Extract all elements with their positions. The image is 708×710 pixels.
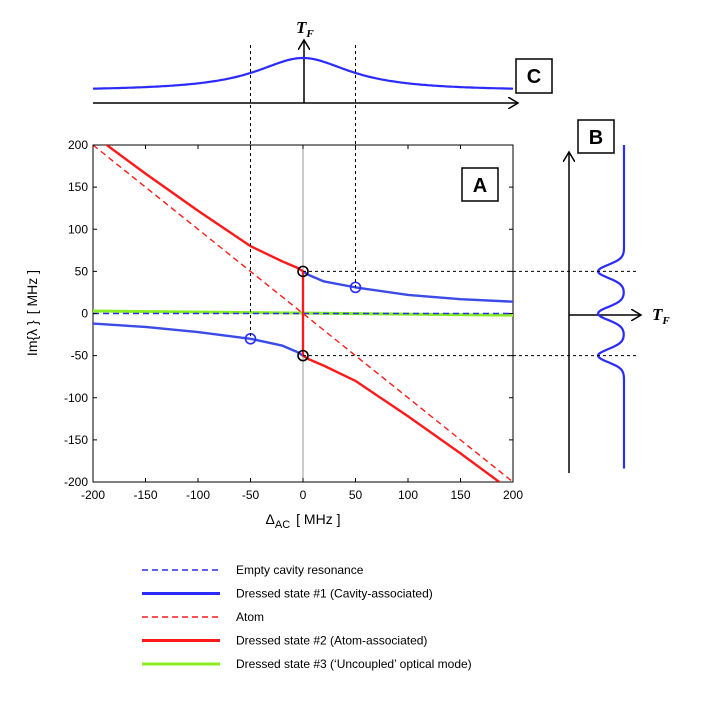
y-ticks: 200 150 100 50 0 -50 -100 -150 -200 [64,138,513,489]
state-marker [349,281,362,294]
panel-c-box [515,58,553,94]
guide-lines [250,45,637,357]
y-tick-label: 200 [68,138,88,152]
y-tick-label: 50 [75,264,89,278]
y-tick-label: 150 [68,180,88,194]
y-tick-label: 0 [81,307,88,321]
x-tick-label: 200 [503,488,523,502]
y-tick-label: -100 [64,391,88,405]
legend-label: Empty cavity resonance [236,563,364,577]
x-tick-label: 0 [300,488,307,502]
x-tick-label: 50 [349,488,363,502]
y-tick-label: 100 [68,222,88,236]
legend-label: Atom [236,610,264,624]
avoided-crossing-marker [297,349,309,362]
series-dressed-state-1-cavity-associated-branch-1 [93,322,304,357]
plot-lines [93,145,513,482]
y-tick-label: -200 [64,475,88,489]
panel-c-label: C [527,66,541,88]
x-tick-label: -200 [81,488,105,502]
x-ticks: -200 -150 -100 -50 0 50 100 150 200 [81,145,523,502]
panel-a-label: A [473,175,487,197]
panel-c-transmission-curve [92,56,514,90]
panel-b-tf-label: TF [652,305,670,327]
panel-c-tf-label: TF [296,18,314,40]
series-dressed-state-2-atom-associated-branch-1 [104,145,304,273]
x-tick-label: 100 [398,488,418,502]
x-tick-label: 150 [450,488,470,502]
avoided-crossing-marker [297,265,309,278]
panel-b-box [577,119,615,154]
legend-label: Dressed state #2 (Atom-associated) [236,634,427,648]
x-tick-label: -50 [242,488,260,502]
legend-label: Dressed state #1 (Cavity-associated) [236,587,433,601]
legend: Empty cavity resonance Dressed state #1 (… [142,563,472,671]
legend-label: Dressed state #3 (‘Uncoupled’ optical mo… [236,657,472,671]
x-tick-label: -150 [133,488,157,502]
y-axis-label: Im{λ }[ MHz ] [24,270,40,356]
y-tick-label: -150 [64,433,88,447]
y-tick-label: -50 [71,349,89,363]
x-axis-label: ΔAC[ MHz ] [266,511,341,531]
panel-a-box [461,167,499,202]
plot-markers [244,265,362,362]
series-dressed-state-2-atom-associated-branch-2 [302,354,502,482]
x-tick-label: -100 [186,488,210,502]
panel-b-transmission-curve [596,145,626,469]
panel-b-label: B [589,127,603,149]
